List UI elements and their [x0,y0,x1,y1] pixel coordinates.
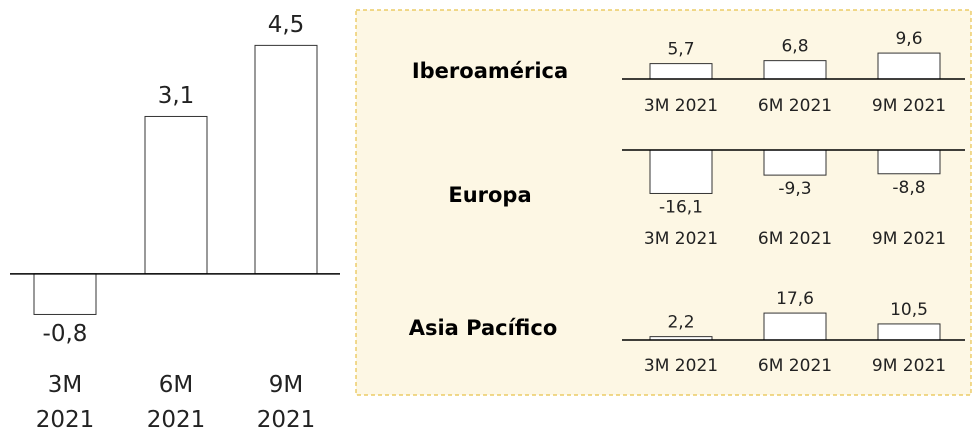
bar [763,60,827,80]
x-tick-label: 3M 2021 [644,229,718,249]
chart-title: Europa [448,183,531,207]
bar [254,44,318,275]
value-label: 17,6 [776,289,814,309]
value-label: 4,5 [268,12,305,38]
bar [649,149,713,194]
bar [33,273,97,315]
x-tick-label: 3M 2021 [644,356,718,376]
value-label: 10,5 [890,300,928,320]
x-tick-label: 9M 2021 [872,229,946,249]
bar [763,312,827,341]
bar [877,52,941,80]
x-tick-label: 6M 2021 [147,372,206,433]
x-tick-label: 6M 2021 [758,229,832,249]
x-tick-label: 3M 2021 [36,372,95,433]
x-tick-label: 6M 2021 [758,96,832,116]
value-label: 5,7 [667,40,694,60]
value-label: -8,8 [892,178,925,198]
value-label: 6,8 [781,37,808,57]
value-label: 3,1 [158,83,195,109]
chart-title: Asia Pacífico [409,316,558,340]
bar [877,149,941,175]
bar [649,63,713,80]
value-label: -0,8 [43,321,88,347]
value-label: -16,1 [659,197,703,217]
value-label: -9,3 [778,179,811,199]
x-tick-label: 9M 2021 [257,372,316,433]
x-tick-label: 3M 2021 [644,96,718,116]
x-tick-label: 9M 2021 [872,356,946,376]
value-label: 2,2 [667,313,694,333]
bar [877,323,941,341]
x-tick-label: 9M 2021 [872,96,946,116]
bar [763,149,827,176]
chart-title: Iberoamérica [412,59,568,83]
bar [144,115,208,275]
value-label: 9,6 [895,29,922,49]
x-tick-label: 6M 2021 [758,356,832,376]
